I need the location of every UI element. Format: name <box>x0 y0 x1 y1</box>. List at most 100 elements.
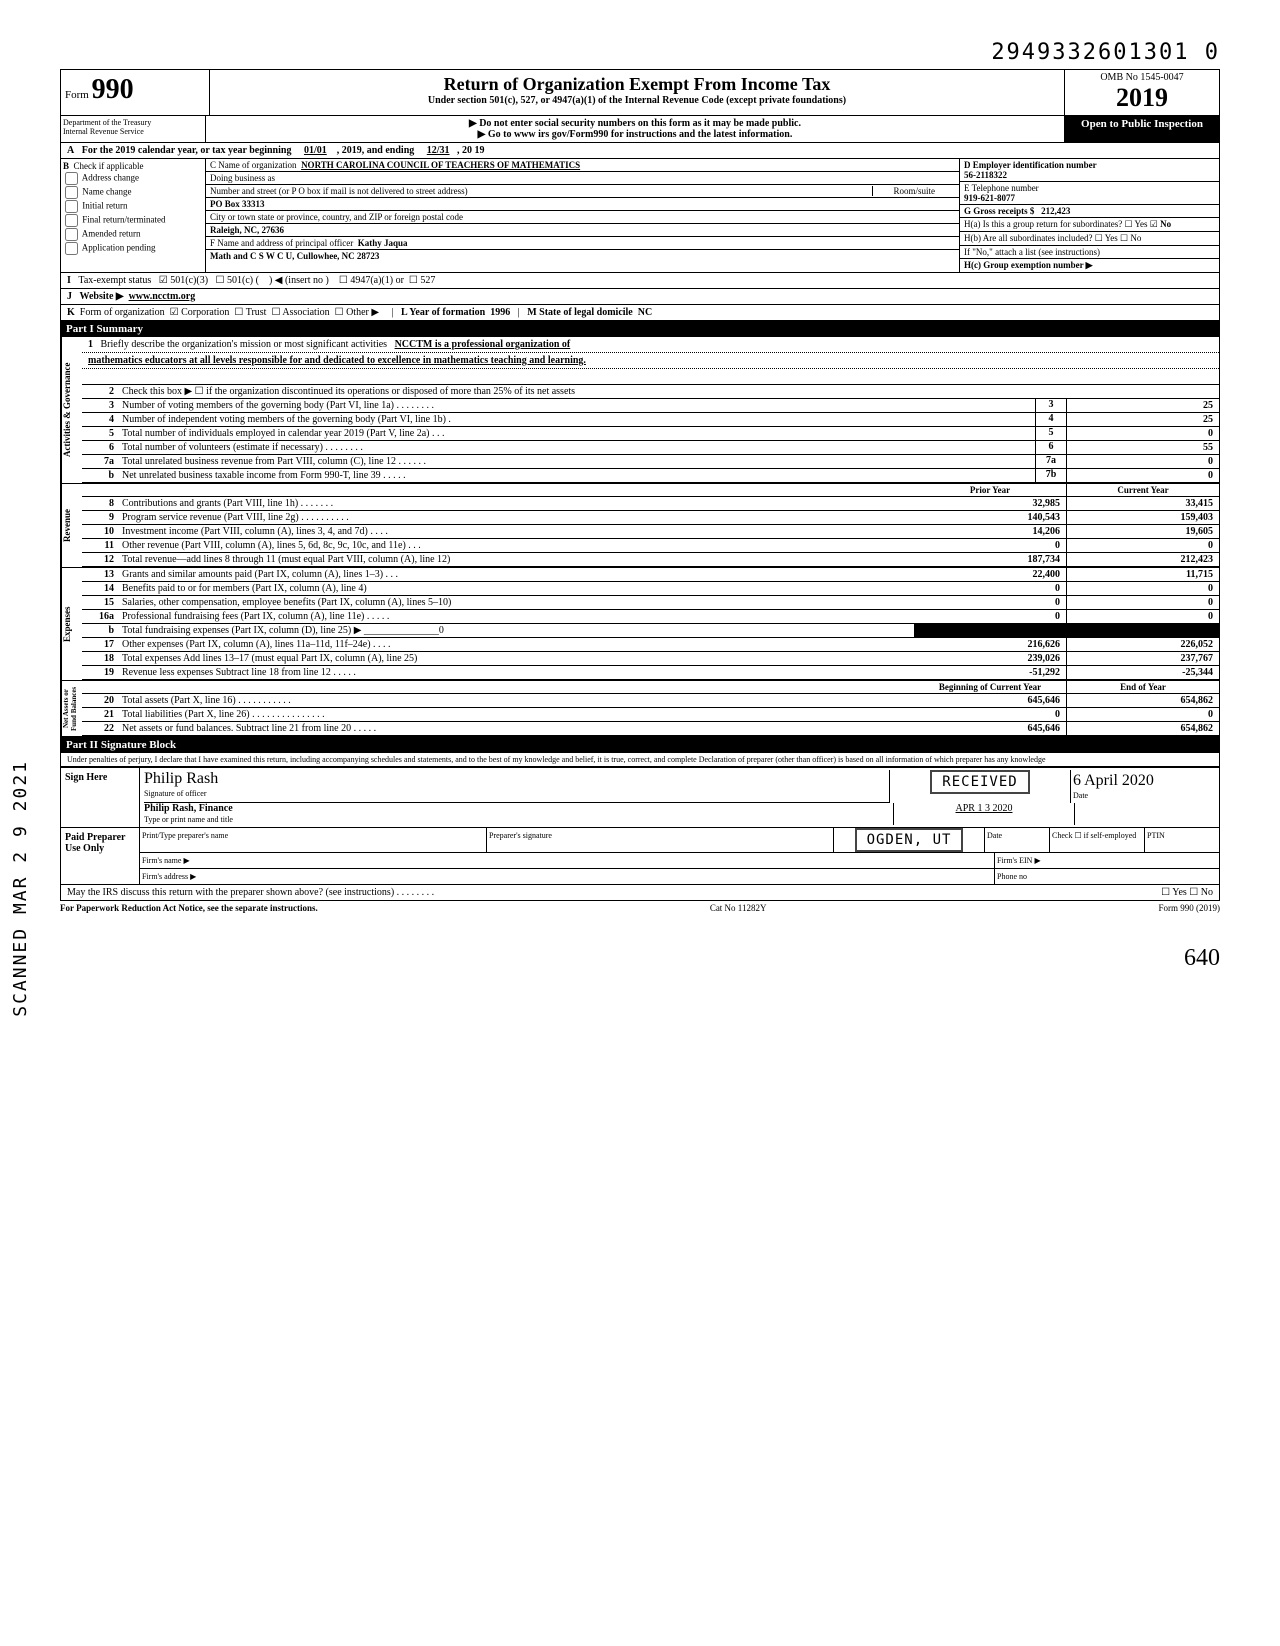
revenue-section: Revenue Prior Year Current Year 8Contrib… <box>60 484 1220 568</box>
c-officer-label: F Name and address of principal officer <box>210 238 353 248</box>
omb-box: OMB No 1545-0047 2019 <box>1064 70 1219 115</box>
k-label: Form of organization <box>80 307 165 318</box>
chk-initial-return[interactable] <box>65 200 78 213</box>
section-d-h: D Employer identification number56-21183… <box>959 159 1219 272</box>
officer-signature: Philip Rash <box>144 770 218 787</box>
line-a-end: 12/31 <box>427 145 450 156</box>
table-row: 21Total liabilities (Part X, line 26) . … <box>82 708 1219 722</box>
line-a-begin: 01/01 <box>304 145 327 156</box>
form-number: 990 <box>92 74 134 105</box>
revenue-label: Revenue <box>61 484 82 567</box>
e-label: E Telephone number <box>964 183 1039 193</box>
prep-sig-label: Preparer's signature <box>489 831 552 840</box>
mission-text1: NCCTM is a professional organization of <box>395 339 571 350</box>
table-row: 13Grants and similar amounts paid (Part … <box>82 568 1219 582</box>
firm-name-label: Firm's name ▶ <box>142 856 190 865</box>
omb-number: OMB No 1545-0047 <box>1067 72 1217 83</box>
part2-header: Part II Signature Block <box>60 737 1220 753</box>
chk-application-pending[interactable] <box>65 242 78 255</box>
ogden-stamp: OGDEN, UT <box>855 828 964 852</box>
col-headers-rev: Prior Year Current Year <box>82 484 1219 497</box>
m-value: NC <box>638 307 652 318</box>
paid-preparer-label: Paid Preparer Use Only <box>61 828 139 884</box>
mission-intro: Briefly describe the organization's miss… <box>101 339 388 350</box>
firm-addr-label: Firm's address ▶ <box>142 872 196 881</box>
b-item4: Amended return <box>82 229 141 239</box>
m-label: M State of legal domicile <box>527 307 633 318</box>
i-insert: ) ◀ (insert no ) <box>269 275 329 286</box>
org-city: Raleigh, NC, 27636 <box>206 224 959 237</box>
table-row: 16aProfessional fundraising fees (Part I… <box>82 610 1219 624</box>
prep-date-label: Date <box>987 831 1002 840</box>
end-year-header: End of Year <box>1067 681 1219 693</box>
chk-amended[interactable] <box>65 228 78 241</box>
b-item1: Name change <box>82 187 131 197</box>
k-other: Other ▶ <box>346 307 379 318</box>
table-row: 8Contributions and grants (Part VIII, li… <box>82 497 1219 511</box>
hb-label: H(b) Are all subordinates included? <box>964 233 1092 243</box>
phone-label: Phone no <box>997 872 1027 881</box>
hb-note: If "No," attach a list (see instructions… <box>959 246 1219 259</box>
line-a-text: For the 2019 calendar year, or tax year … <box>82 145 292 156</box>
prep-name-label: Print/Type preparer's name <box>142 831 228 840</box>
governance-section: Activities & Governance 1 Briefly descri… <box>60 337 1220 484</box>
org-name: NORTH CAROLINA COUNCIL OF TEACHERS OF MA… <box>301 160 580 170</box>
line-a-mid: , 2019, and ending <box>337 145 415 156</box>
table-row: 5Total number of individuals employed in… <box>82 427 1219 441</box>
received-date-stamp: APR 1 3 2020 <box>956 803 1013 814</box>
table-row: 9Program service revenue (Part VIII, lin… <box>82 511 1219 525</box>
i-501c3: 501(c)(3) <box>170 275 208 286</box>
k-trust: Trust <box>246 307 267 318</box>
footer-mid: Cat No 11282Y <box>710 903 767 913</box>
table-row: 4Number of independent voting members of… <box>82 413 1219 427</box>
table-row: 3Number of voting members of the governi… <box>82 399 1219 413</box>
form-header-row2: Department of the Treasury Internal Reve… <box>60 116 1220 143</box>
chk-name-change[interactable] <box>65 186 78 199</box>
sig-date: 6 April 2020 <box>1073 772 1154 789</box>
table-row: 15Salaries, other compensation, employee… <box>82 596 1219 610</box>
line-j: J Website ▶ www.ncctm.org <box>60 289 1220 305</box>
table-row: 12Total revenue—add lines 8 through 11 (… <box>82 553 1219 567</box>
tax-year: 2019 <box>1067 83 1217 113</box>
date-label: Date <box>1073 791 1088 800</box>
discuss-yn: ☐ Yes ☐ No <box>1161 887 1213 898</box>
g-label: G Gross receipts $ <box>964 206 1034 216</box>
form-title: Return of Organization Exempt From Incom… <box>214 74 1060 95</box>
table-row: 18Total expenses Add lines 13–17 (must e… <box>82 652 1219 666</box>
c-street-label: Number and street (or P O box if mail is… <box>210 186 468 196</box>
part1-header: Part I Summary <box>60 321 1220 337</box>
j-label: Website ▶ <box>80 291 124 302</box>
line-a: A For the 2019 calendar year, or tax yea… <box>60 143 1220 159</box>
form-header-row: Form 990 Return of Organization Exempt F… <box>60 69 1220 116</box>
chk-address-change[interactable] <box>65 172 78 185</box>
signature-block: Sign Here Philip Rash Signature of offic… <box>60 767 1220 901</box>
current-year-header: Current Year <box>1067 484 1219 496</box>
l-label: L Year of formation <box>401 307 485 318</box>
footer-right: Form 990 (2019) <box>1159 903 1221 913</box>
instructions-box: ▶ Do not enter social security numbers o… <box>206 116 1064 142</box>
open-to-public: Open to Public Inspection <box>1064 116 1219 142</box>
k-assoc: Association <box>282 307 329 318</box>
prior-year-header: Prior Year <box>914 484 1067 496</box>
net-assets-section: Net Assets or Fund Balances Beginning of… <box>60 681 1220 737</box>
form-label: Form <box>65 89 89 101</box>
sig-label: Signature of officer <box>144 789 207 798</box>
table-row: bTotal fundraising expenses (Part IX, co… <box>82 624 1219 638</box>
chk-final-return[interactable] <box>65 214 78 227</box>
discuss-text: May the IRS discuss this return with the… <box>67 887 1161 898</box>
officer-name: Kathy Jaqua <box>358 238 408 248</box>
form-subtitle: Under section 501(c), 527, or 4947(a)(1)… <box>214 95 1060 106</box>
received-stamp: RECEIVED <box>930 770 1029 794</box>
b-item2: Initial return <box>82 201 127 211</box>
c-name-label: C Name of organization <box>210 160 297 170</box>
table-row: 20Total assets (Part X, line 16) . . . .… <box>82 694 1219 708</box>
table-row: 22Net assets or fund balances. Subtract … <box>82 722 1219 736</box>
ha-label: H(a) Is this a group return for subordin… <box>964 219 1122 229</box>
mission-line1: 1 Briefly describe the organization's mi… <box>82 337 1219 353</box>
table-row: 6Total number of volunteers (estimate if… <box>82 441 1219 455</box>
form-number-box: Form 990 <box>61 70 210 115</box>
ptin-label: PTIN <box>1147 831 1165 840</box>
officer-addr: Math and C S W C U, Cullowhee, NC 28723 <box>206 250 959 262</box>
d-label: D Employer identification number <box>964 160 1097 170</box>
website-value: www.ncctm.org <box>129 291 196 302</box>
